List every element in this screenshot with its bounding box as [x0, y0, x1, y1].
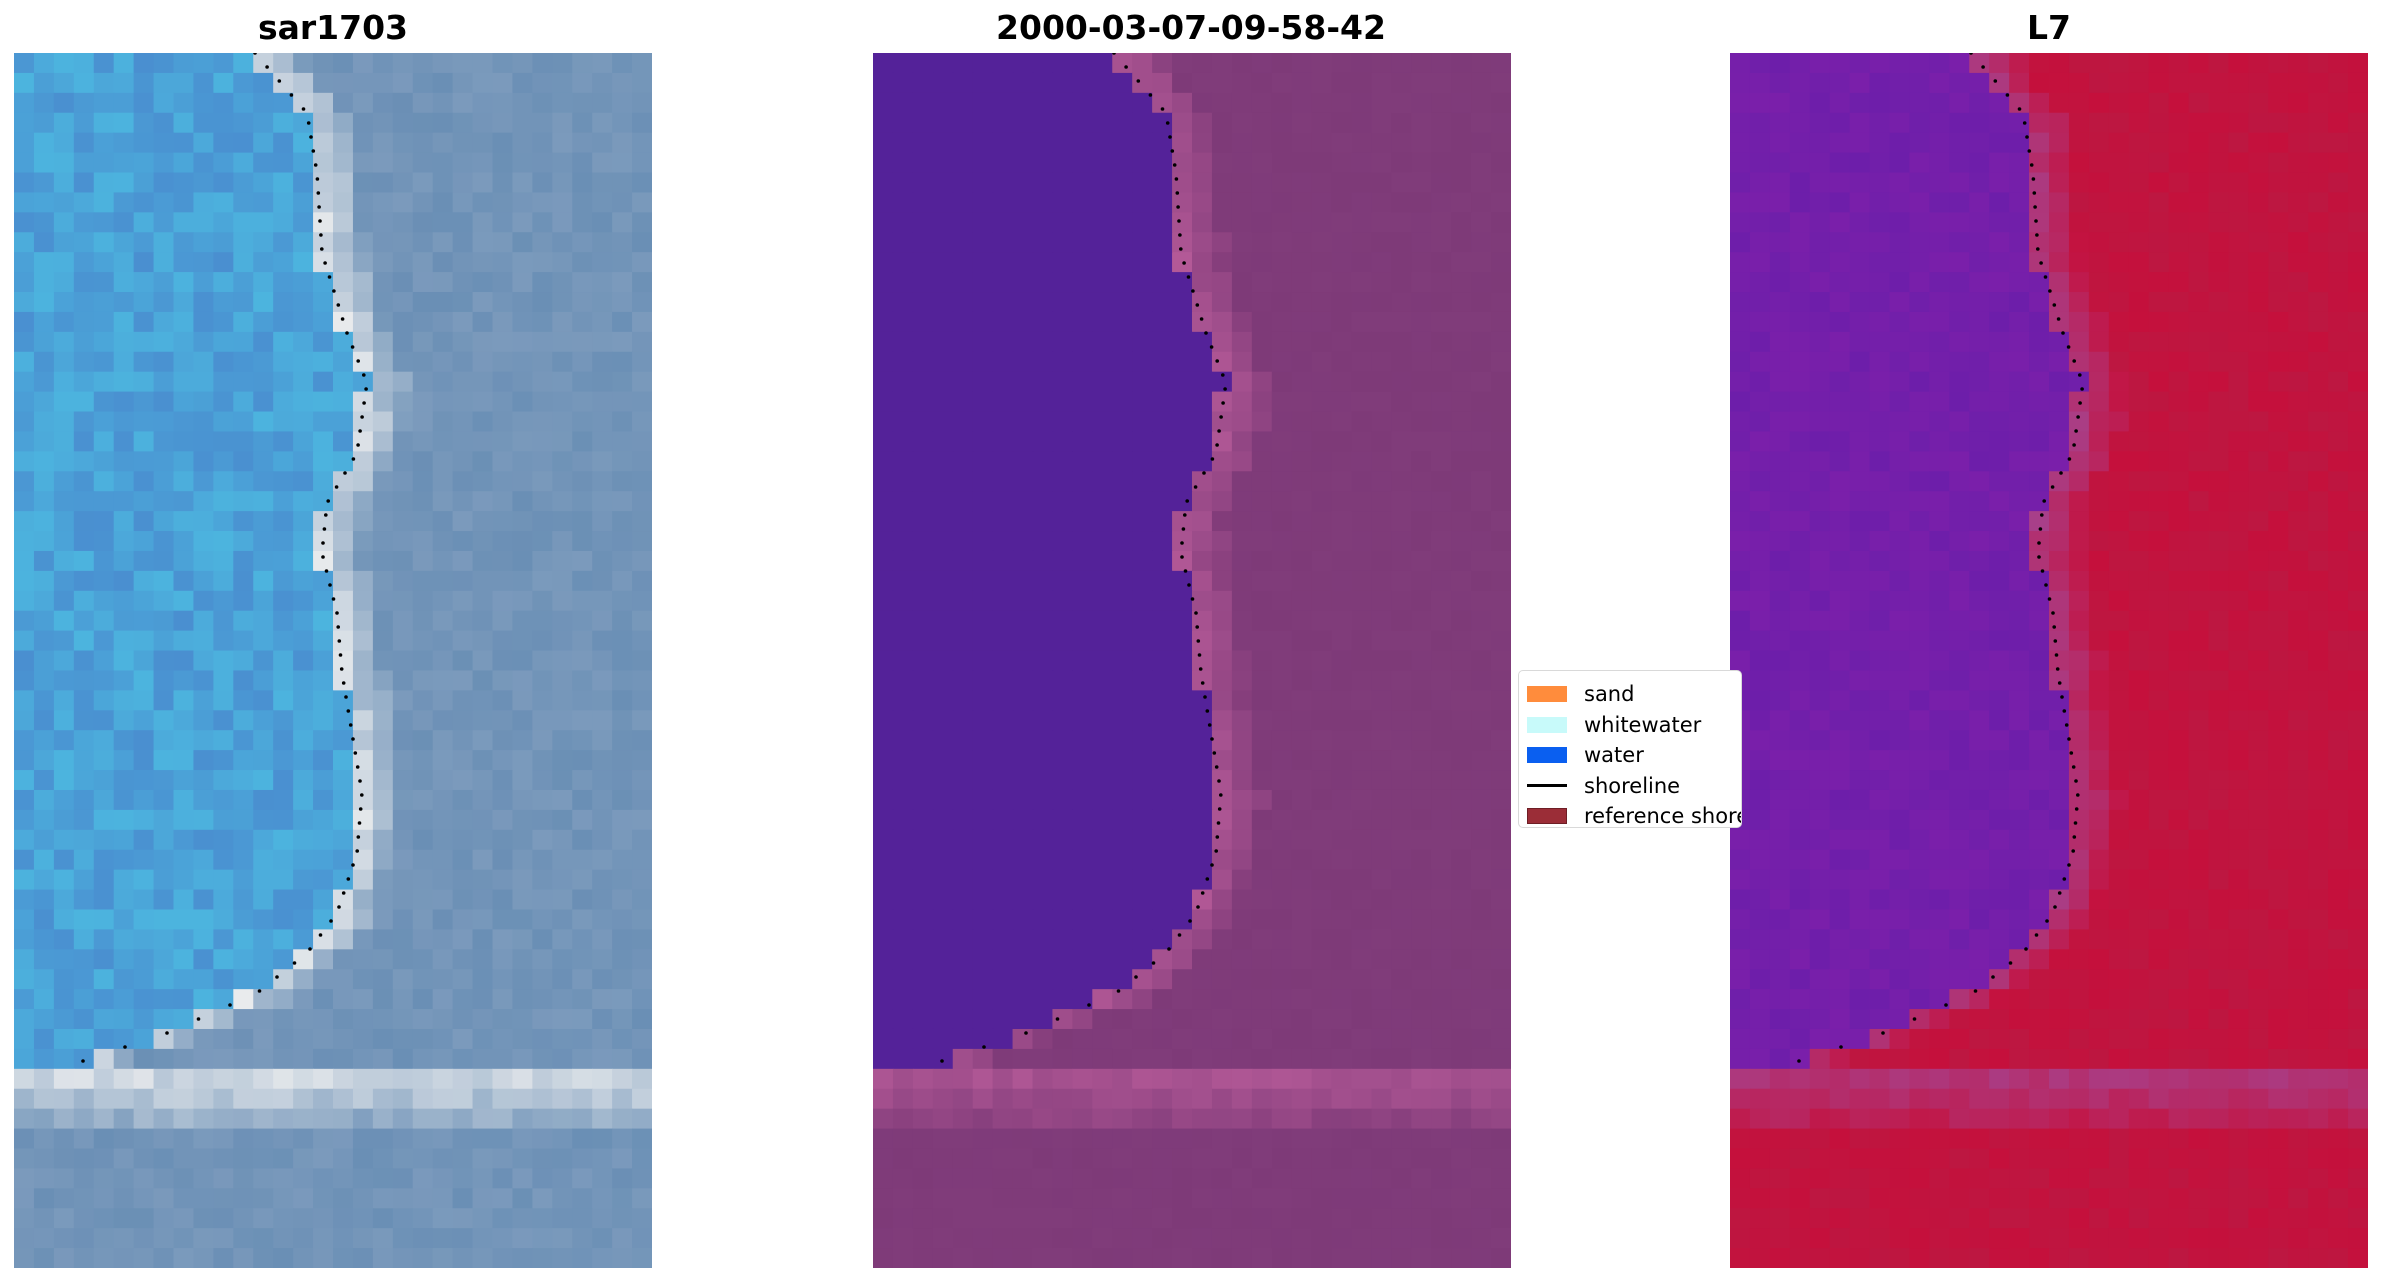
legend-swatch-reference-shoreline [1527, 808, 1567, 825]
panel-title-swir: L7 [2027, 8, 2071, 47]
swir-image-panel [1730, 53, 2368, 1268]
legend-item-reference-shoreline: reference shoreline [1519, 801, 1741, 828]
legend-line-shoreline [1527, 784, 1567, 788]
classified-image-panel [873, 53, 1511, 1268]
legend-label-sand: sand [1584, 682, 1635, 707]
legend-swatch-water [1527, 747, 1567, 764]
legend-label-water: water [1584, 743, 1644, 768]
legend: sand whitewater water shoreline referenc… [1518, 670, 1742, 828]
rgb-image-panel [14, 53, 652, 1268]
legend-label-whitewater: whitewater [1584, 712, 1702, 737]
panel-title-classified: 2000-03-07-09-58-42 [996, 8, 1386, 47]
legend-item-shoreline: shoreline [1519, 771, 1741, 802]
legend-item-water: water [1519, 740, 1741, 771]
legend-item-whitewater: whitewater [1519, 710, 1741, 741]
legend-swatch-whitewater [1527, 716, 1567, 733]
legend-label-shoreline: shoreline [1584, 773, 1681, 798]
legend-swatch-sand [1527, 686, 1567, 703]
legend-label-reference-shoreline: reference shoreline [1584, 804, 1741, 828]
legend-item-sand: sand [1519, 679, 1741, 710]
panel-title-rgb: sar1703 [257, 8, 409, 47]
